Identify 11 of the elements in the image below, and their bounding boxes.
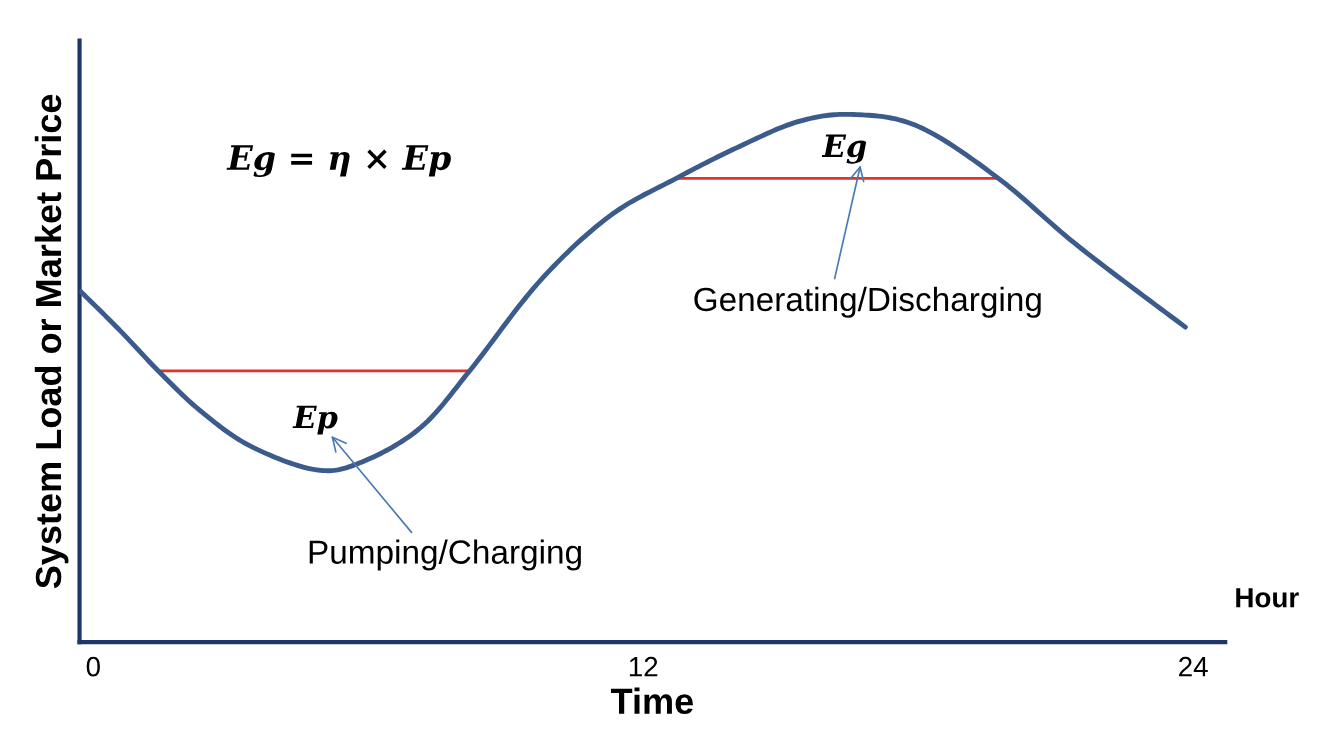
- annotation: Eg: [821, 134, 867, 164]
- annotation: Generating/Discharging: [694, 286, 1041, 318]
- x-axis-title: Time: [610, 687, 693, 715]
- annotation: Ep: [292, 405, 338, 435]
- annotation: Pumping/Charging: [309, 539, 581, 571]
- x-tick-label: 24: [1179, 656, 1208, 677]
- x-tick-label: 0: [86, 656, 100, 677]
- text: Hour: [1236, 588, 1299, 608]
- y-axis-title: System Load or Market Price: [34, 94, 69, 589]
- annotation: Eg = η × Ep: [226, 145, 451, 178]
- x-tick-label: 12: [629, 656, 658, 677]
